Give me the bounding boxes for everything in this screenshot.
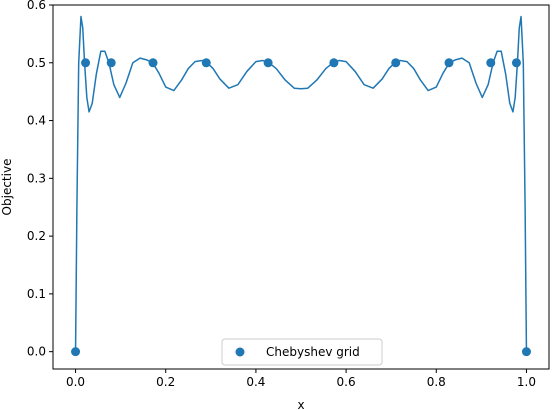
x-tick-label: 0.8 bbox=[427, 375, 446, 389]
y-tick-label: 0.0 bbox=[27, 345, 46, 359]
y-tick-label: 0.2 bbox=[27, 229, 46, 243]
marker-layer bbox=[71, 58, 531, 357]
y-tick-label: 0.5 bbox=[27, 56, 46, 70]
y-axis-label: Objective bbox=[0, 159, 14, 216]
objective-line bbox=[74, 15, 528, 353]
chebyshev-grid-point bbox=[106, 58, 116, 68]
legend: Chebyshev grid bbox=[221, 338, 383, 366]
x-tick-label: 0.0 bbox=[66, 375, 85, 389]
x-axis-label: x bbox=[297, 398, 304, 410]
y-tick-label: 0.3 bbox=[27, 171, 46, 185]
y-tick-label: 0.1 bbox=[27, 287, 46, 301]
legend-box bbox=[221, 338, 383, 366]
y-axis-ticks: 0.0 0.1 0.2 0.3 0.4 0.5 0.6 bbox=[27, 0, 53, 359]
x-tick-label: 0.2 bbox=[156, 375, 175, 389]
curve-layer bbox=[74, 15, 528, 353]
chebyshev-grid-point bbox=[521, 347, 531, 357]
legend-marker bbox=[235, 347, 245, 357]
chebyshev-grid-point bbox=[511, 58, 521, 68]
chebyshev-grid-point bbox=[329, 58, 339, 68]
plot-area bbox=[53, 5, 549, 369]
chebyshev-grid-point bbox=[444, 58, 454, 68]
chebyshev-grid-point bbox=[81, 58, 91, 68]
chebyshev-grid-point bbox=[486, 58, 496, 68]
x-tick-label: 0.4 bbox=[246, 375, 265, 389]
y-tick-label: 0.6 bbox=[27, 0, 46, 12]
y-tick-label: 0.4 bbox=[27, 114, 46, 128]
chebyshev-grid-point bbox=[263, 58, 273, 68]
x-tick-label: 0.6 bbox=[337, 375, 356, 389]
chebyshev-grid-point bbox=[391, 58, 401, 68]
chebyshev-grid-point bbox=[201, 58, 211, 68]
chebyshev-grid-point bbox=[71, 347, 81, 357]
legend-label: Chebyshev grid bbox=[266, 345, 360, 359]
plot-frame bbox=[52, 4, 550, 370]
x-tick-label: 1.0 bbox=[517, 375, 536, 389]
x-axis-ticks: 0.0 0.2 0.4 0.6 0.8 1.0 bbox=[66, 369, 536, 389]
chebyshev-grid-point bbox=[148, 58, 158, 68]
